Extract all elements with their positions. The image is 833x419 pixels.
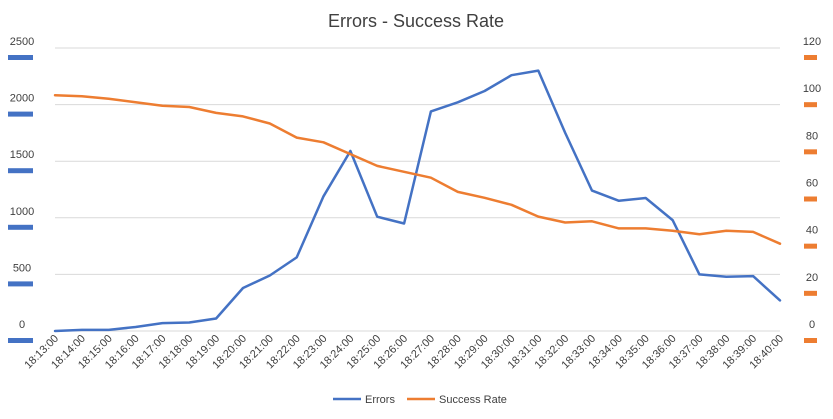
right-tick-label: 120 (803, 36, 821, 48)
right-tick-marker (804, 55, 817, 60)
series-line-success-rate (53, 93, 782, 245)
left-tick-marker (8, 338, 33, 343)
left-tick-label: 1000 (10, 206, 34, 218)
left-tick-marker (8, 111, 33, 117)
left-tick-label: 2500 (10, 36, 34, 48)
legend: Errors Success Rate (333, 394, 507, 406)
left-tick-label: 2000 (10, 93, 34, 105)
left-tick-marker (8, 55, 33, 60)
x-axis: 18:13:0018:14:0018:15:0018:16:0018:17:00… (22, 330, 786, 371)
left-tick-label: 500 (13, 262, 31, 274)
left-tick-marker (8, 224, 33, 230)
left-tick-label: 0 (19, 319, 25, 331)
series-line-errors (53, 69, 782, 333)
right-tick-label: 60 (806, 178, 818, 190)
legend-label: Errors (365, 394, 395, 406)
left-axis: 0 500 1000 1500 2000 2500 (8, 36, 34, 343)
right-tick-marker (804, 243, 817, 249)
right-tick-marker (804, 338, 817, 343)
right-tick-label: 40 (806, 225, 818, 237)
legend-label: Success Rate (439, 394, 507, 406)
left-tick-marker (8, 168, 33, 174)
right-tick-label: 0 (809, 319, 815, 331)
right-tick-label: 20 (806, 272, 818, 284)
right-tick-marker (804, 196, 817, 202)
series-layer (53, 69, 782, 333)
right-tick-marker (804, 102, 817, 108)
right-tick-marker (804, 290, 817, 296)
right-axis: 0 20 40 60 80 100 120 (803, 36, 821, 343)
chart-title: Errors - Success Rate (328, 11, 504, 31)
left-tick-marker (8, 281, 33, 287)
grid-layer (55, 47, 780, 332)
right-tick-marker (804, 149, 817, 155)
right-tick-label: 100 (803, 83, 821, 95)
left-tick-label: 1500 (10, 149, 34, 161)
right-tick-label: 80 (806, 130, 818, 142)
